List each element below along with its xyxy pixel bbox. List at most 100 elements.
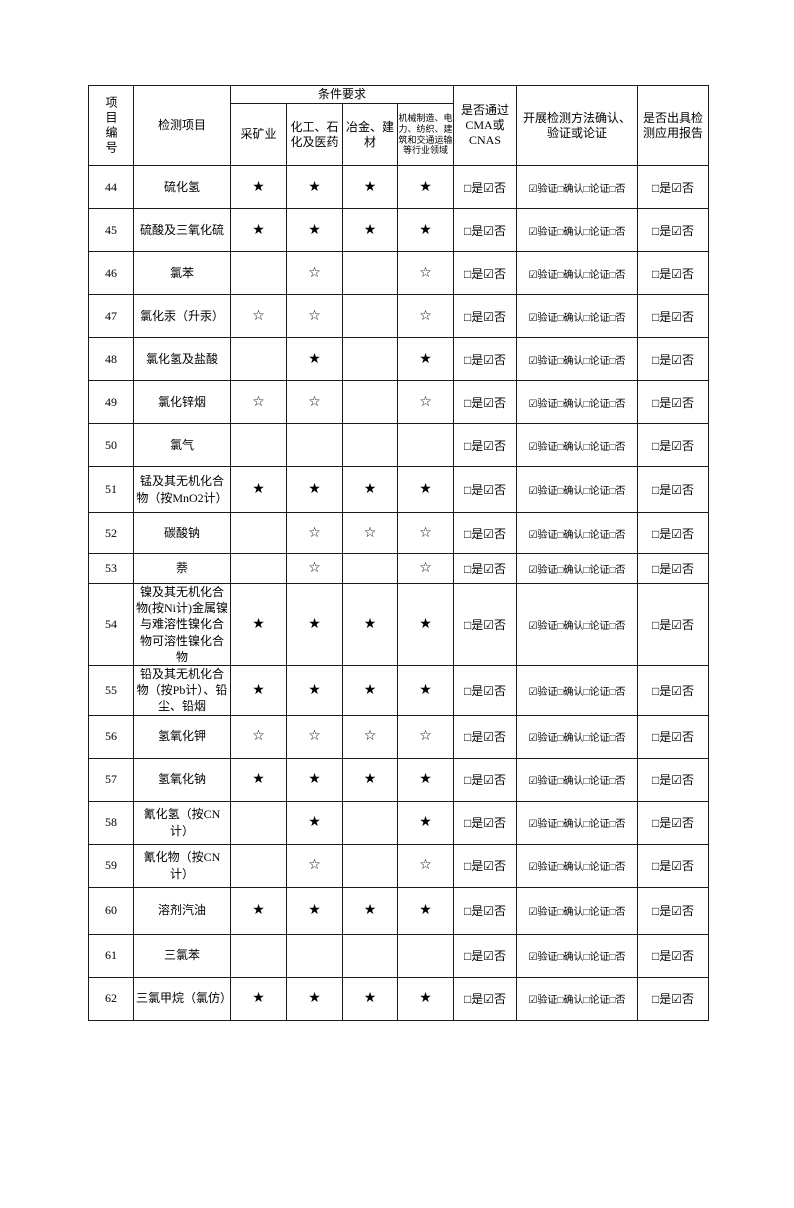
report-checkbox-cell[interactable]: □是☑否 <box>637 294 710 338</box>
header-cma: 是否通过CMA或CNAS <box>453 85 518 166</box>
method-checkbox-cell[interactable]: ☑验证□确认□论证□否 <box>516 466 639 513</box>
report-checkbox-cell[interactable]: □是☑否 <box>637 251 710 295</box>
cma-checkbox-cell[interactable]: □是☑否 <box>453 380 518 424</box>
header-industry-mining: 采矿业 <box>230 103 287 166</box>
method-checkbox-cell[interactable]: ☑验证□确认□论证□否 <box>516 583 639 666</box>
report-checkbox-cell[interactable]: □是☑否 <box>637 337 710 381</box>
cma-checkbox-cell[interactable]: □是☑否 <box>453 583 518 666</box>
table-row: 59 氰化物（按CN计） ☆ ☆ □是☑否 ☑验证□确认□论证□否 □是☑否 <box>88 843 710 888</box>
method-checkbox-cell[interactable]: ☑验证□确认□论证□否 <box>516 553 639 584</box>
cma-checkbox-cell[interactable]: □是☑否 <box>453 251 518 295</box>
method-checkbox-cell[interactable]: ☑验证□确认□论证□否 <box>516 757 639 802</box>
star-metallurgy-cell: ☆ <box>342 512 398 554</box>
table-row: 50 氯气 □是☑否 ☑验证□确认□论证□否 □是☑否 <box>88 423 710 467</box>
report-checkbox-cell[interactable]: □是☑否 <box>637 664 710 716</box>
item-name-cell: 氯化汞（升汞） <box>133 294 231 338</box>
item-name-cell: 碳酸钠 <box>133 512 231 554</box>
star-metallurgy-cell <box>342 294 398 338</box>
method-checkbox-cell[interactable]: ☑验证□确认□论证□否 <box>516 512 639 554</box>
star-metallurgy-cell: ☆ <box>342 714 398 759</box>
report-checkbox-cell[interactable]: □是☑否 <box>637 553 710 584</box>
item-no-cell: 61 <box>88 933 134 978</box>
report-checkbox-cell[interactable]: □是☑否 <box>637 423 710 467</box>
cma-checkbox-cell[interactable]: □是☑否 <box>453 553 518 584</box>
report-checkbox-cell[interactable]: □是☑否 <box>637 976 710 1021</box>
table-row: 47 氯化汞（升汞） ☆ ☆ ☆ □是☑否 ☑验证□确认□论证□否 □是☑否 <box>88 294 710 338</box>
report-checkbox-cell[interactable]: □是☑否 <box>637 466 710 513</box>
star-metallurgy-cell <box>342 380 398 424</box>
cma-checkbox-cell[interactable]: □是☑否 <box>453 714 518 759</box>
star-chemical-cell <box>286 423 343 467</box>
report-checkbox-cell[interactable]: □是☑否 <box>637 208 710 252</box>
method-checkbox-cell[interactable]: ☑验证□确认□论证□否 <box>516 800 639 845</box>
report-checkbox-cell[interactable]: □是☑否 <box>637 714 710 759</box>
method-checkbox-cell[interactable]: ☑验证□确认□论证□否 <box>516 886 639 935</box>
star-mining-cell <box>230 251 287 295</box>
method-checkbox-cell[interactable]: ☑验证□确认□论证□否 <box>516 251 639 295</box>
table-row: 46 氯苯 ☆ ☆ □是☑否 ☑验证□确认□论证□否 □是☑否 <box>88 251 710 295</box>
cma-checkbox-cell[interactable]: □是☑否 <box>453 757 518 802</box>
report-checkbox-cell[interactable]: □是☑否 <box>637 886 710 935</box>
star-machinery-cell: ☆ <box>396 380 455 424</box>
header-item-no-label: 项目编号 <box>104 95 118 156</box>
header-industry-chemical: 化工、石化及医药 <box>286 103 343 166</box>
method-checkbox-cell[interactable]: ☑验证□确认□论证□否 <box>516 294 639 338</box>
report-checkbox-cell[interactable]: □是☑否 <box>637 380 710 424</box>
star-metallurgy-cell: ★ <box>342 466 398 513</box>
item-name-cell: 氯化锌烟 <box>133 380 231 424</box>
method-checkbox-cell[interactable]: ☑验证□确认□论证□否 <box>516 380 639 424</box>
method-checkbox-cell[interactable]: ☑验证□确认□论证□否 <box>516 933 639 978</box>
method-checkbox-cell[interactable]: ☑验证□确认□论证□否 <box>516 843 639 888</box>
cma-checkbox-cell[interactable]: □是☑否 <box>453 337 518 381</box>
cma-checkbox-cell[interactable]: □是☑否 <box>453 512 518 554</box>
report-checkbox-cell[interactable]: □是☑否 <box>637 165 710 209</box>
star-machinery-cell: ★ <box>396 208 455 252</box>
report-checkbox-cell[interactable]: □是☑否 <box>637 583 710 666</box>
star-machinery-cell: ★ <box>396 165 455 209</box>
header-condition-group: 条件要求 <box>229 85 455 104</box>
cma-checkbox-cell[interactable]: □是☑否 <box>453 933 518 978</box>
cma-checkbox-cell[interactable]: □是☑否 <box>453 466 518 513</box>
star-machinery-cell: ☆ <box>396 294 455 338</box>
cma-checkbox-cell[interactable]: □是☑否 <box>453 843 518 888</box>
cma-checkbox-cell[interactable]: □是☑否 <box>453 294 518 338</box>
method-checkbox-cell[interactable]: ☑验证□确认□论证□否 <box>516 337 639 381</box>
cma-checkbox-cell[interactable]: □是☑否 <box>453 423 518 467</box>
star-mining-cell: ★ <box>230 165 287 209</box>
star-chemical-cell: ☆ <box>286 843 343 888</box>
star-mining-cell: ★ <box>230 664 287 716</box>
star-mining-cell: ☆ <box>230 294 287 338</box>
method-checkbox-cell[interactable]: ☑验证□确认□论证□否 <box>516 208 639 252</box>
report-checkbox-cell[interactable]: □是☑否 <box>637 757 710 802</box>
cma-checkbox-cell[interactable]: □是☑否 <box>453 886 518 935</box>
method-checkbox-cell[interactable]: ☑验证□确认□论证□否 <box>516 165 639 209</box>
item-name-cell: 三氯苯 <box>133 933 231 978</box>
method-checkbox-cell[interactable]: ☑验证□确认□论证□否 <box>516 714 639 759</box>
method-checkbox-cell[interactable]: ☑验证□确认□论证□否 <box>516 423 639 467</box>
star-chemical-cell: ★ <box>286 886 343 935</box>
table-row: 49 氯化锌烟 ☆ ☆ ☆ □是☑否 ☑验证□确认□论证□否 □是☑否 <box>88 380 710 424</box>
cma-checkbox-cell[interactable]: □是☑否 <box>453 800 518 845</box>
cma-checkbox-cell[interactable]: □是☑否 <box>453 165 518 209</box>
table-row: 54 镍及其无机化合物(按Ni计)金属镍与难溶性镍化合物可溶性镍化合物 ★ ★ … <box>88 583 710 666</box>
item-name-cell: 萘 <box>133 553 231 584</box>
item-name-cell: 氯气 <box>133 423 231 467</box>
cma-checkbox-cell[interactable]: □是☑否 <box>453 976 518 1021</box>
report-checkbox-cell[interactable]: □是☑否 <box>637 512 710 554</box>
star-chemical-cell: ★ <box>286 165 343 209</box>
table-row: 45 硫酸及三氧化硫 ★ ★ ★ ★ □是☑否 ☑验证□确认□论证□否 □是☑否 <box>88 208 710 252</box>
star-machinery-cell: ☆ <box>396 553 455 584</box>
method-checkbox-cell[interactable]: ☑验证□确认□论证□否 <box>516 976 639 1021</box>
item-no-cell: 62 <box>88 976 134 1021</box>
cma-checkbox-cell[interactable]: □是☑否 <box>453 664 518 716</box>
report-checkbox-cell[interactable]: □是☑否 <box>637 933 710 978</box>
method-checkbox-cell[interactable]: ☑验证□确认□论证□否 <box>516 664 639 716</box>
report-checkbox-cell[interactable]: □是☑否 <box>637 800 710 845</box>
item-name-cell: 镍及其无机化合物(按Ni计)金属镍与难溶性镍化合物可溶性镍化合物 <box>133 583 231 666</box>
report-checkbox-cell[interactable]: □是☑否 <box>637 843 710 888</box>
star-mining-cell <box>230 800 287 845</box>
item-no-cell: 51 <box>88 466 134 513</box>
star-machinery-cell <box>396 423 455 467</box>
star-machinery-cell: ★ <box>396 466 455 513</box>
cma-checkbox-cell[interactable]: □是☑否 <box>453 208 518 252</box>
